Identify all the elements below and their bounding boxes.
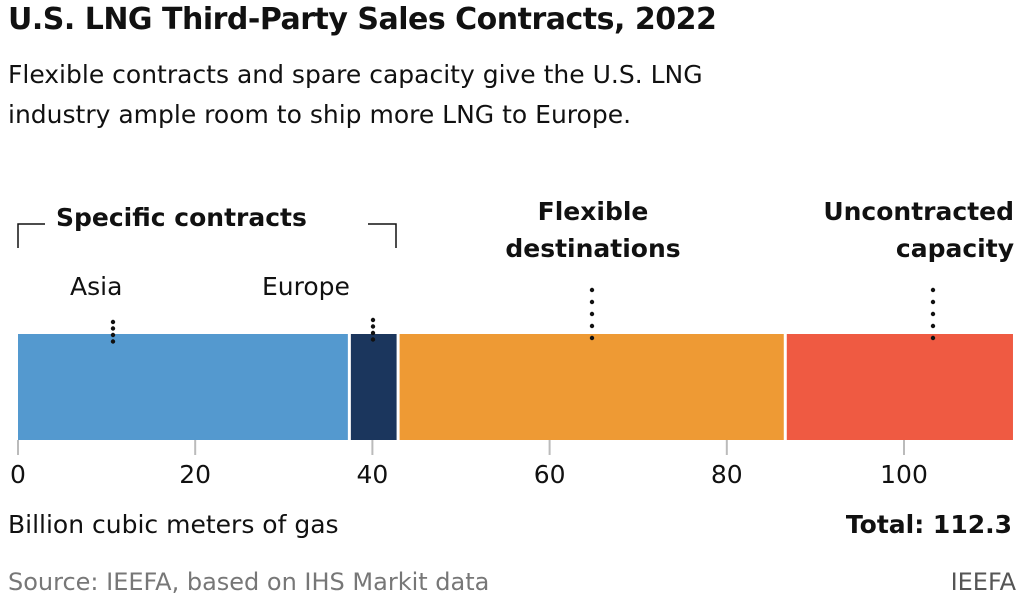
bar-segment-asia <box>18 334 348 440</box>
label-flexible-destinations: Flexible destinations <box>505 197 681 263</box>
x-tick-label: 0 <box>10 460 26 489</box>
leader-dots-0 <box>110 319 116 344</box>
chart-subtitle-line-2: industry ample room to ship more LNG to … <box>8 100 632 129</box>
total-label: Total: 112.3 <box>845 510 1012 539</box>
label-uncontracted-capacity: Uncontracted capacity <box>823 197 1014 263</box>
brand-logo-text: IEEFA <box>950 568 1016 596</box>
leader-dots-3 <box>930 287 936 341</box>
specific-contracts-bracket <box>17 223 397 248</box>
chart-subtitle-line-1: Flexible contracts and spare capacity gi… <box>8 60 703 89</box>
label-europe: Europe <box>262 272 350 301</box>
x-tick-label: 20 <box>179 460 212 489</box>
x-axis-label: Billion cubic meters of gas <box>8 510 339 539</box>
label-asia: Asia <box>70 272 123 301</box>
group-label-specific-contracts: Specific contracts <box>56 203 307 232</box>
x-tick-label: 100 <box>880 460 928 489</box>
x-tick-label: 60 <box>533 460 566 489</box>
bar-segment-europe <box>350 334 397 440</box>
leader-dots-2 <box>589 287 595 341</box>
leader-dots-1 <box>370 317 376 342</box>
bar-segment-uncontracted-capacity <box>786 334 1013 440</box>
source-note: Source: IEEFA, based on IHS Markit data <box>8 568 490 596</box>
x-tick-label: 80 <box>710 460 743 489</box>
x-tick-label: 40 <box>356 460 389 489</box>
chart-title: U.S. LNG Third-Party Sales Contracts, 20… <box>8 2 717 37</box>
bar-segment-flexible-destinations <box>399 334 784 440</box>
